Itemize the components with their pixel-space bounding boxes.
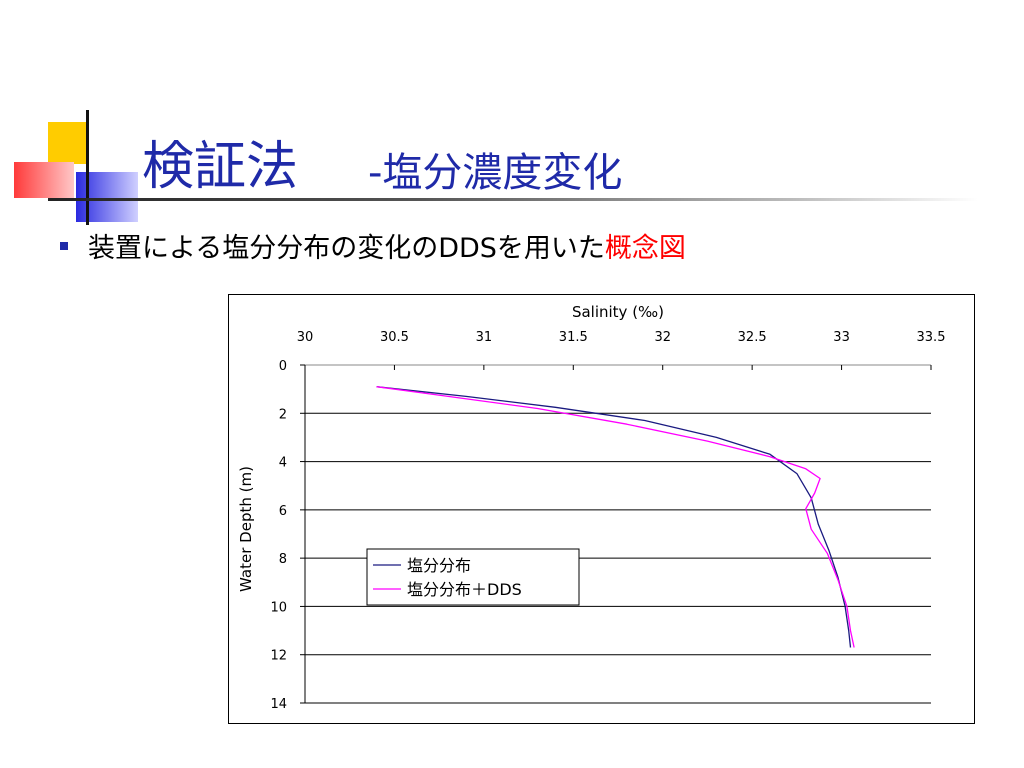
x-tick-label: 31.5 — [559, 330, 588, 345]
legend-label: 塩分分布 — [407, 556, 471, 575]
bullet-item: 装置による塩分分布の変化のDDSを用いた概念図 — [60, 226, 686, 265]
x-axis-label: Salinity (‰) — [572, 303, 664, 321]
x-tick-label: 32 — [654, 330, 671, 345]
y-axis-label: Water Depth (m) — [237, 466, 255, 592]
decor-vertical-line — [86, 110, 89, 225]
slide-title: 検証法 — [142, 137, 299, 197]
x-tick-label: 30 — [297, 330, 314, 345]
x-tick-label: 30.5 — [380, 330, 409, 345]
x-tick-label: 32.5 — [738, 330, 767, 345]
legend-label: 塩分分布＋DDS — [407, 580, 522, 599]
decor-red-square — [14, 162, 74, 198]
series-line-2 — [376, 386, 855, 648]
bullet-square-icon — [60, 241, 68, 250]
x-tick-label: 33.5 — [917, 330, 946, 345]
bullet-text: 装置による塩分分布の変化のDDSを用いた — [88, 233, 605, 264]
y-tick-label: 6 — [279, 504, 287, 519]
y-tick-label: 2 — [279, 407, 287, 422]
x-tick-label: 33 — [833, 330, 850, 345]
slide-subtitle: -塩分濃度変化 — [368, 150, 623, 196]
y-tick-label: 8 — [279, 552, 287, 567]
series-line-1 — [376, 386, 852, 648]
x-tick-label: 31 — [476, 330, 493, 345]
y-tick-label: 0 — [279, 359, 287, 374]
y-tick-label: 14 — [270, 697, 287, 712]
y-tick-label: 4 — [279, 456, 287, 471]
decor-yellow-square — [48, 122, 86, 164]
salinity-depth-chart: 30 30.5 31 31.5 32 32.5 33 33.5 0 2 4 6 8 10 12 14 Salin… — [237, 303, 946, 712]
legend-box — [366, 548, 580, 606]
bullet-highlight: 概念図 — [604, 233, 686, 264]
y-tick-label: 10 — [270, 600, 287, 615]
title-underline — [48, 198, 978, 201]
chart-frame: 30 30.5 31 31.5 32 32.5 33 33.5 0 2 4 6 8 10 12 14 Salin… — [228, 294, 975, 724]
y-tick-label: 12 — [270, 649, 287, 664]
